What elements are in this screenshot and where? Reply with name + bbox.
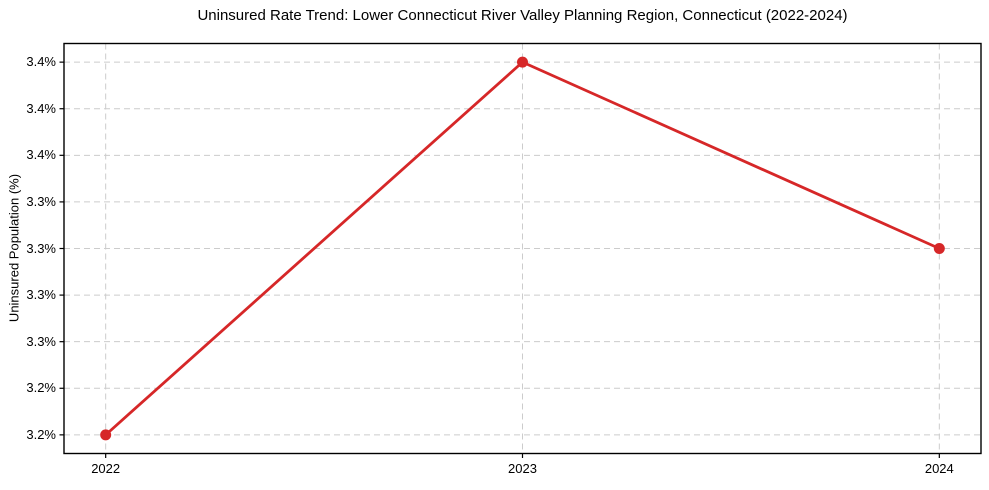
y-tick-label: 3.3% bbox=[26, 287, 56, 303]
chart-title: Uninsured Rate Trend: Lower Connecticut … bbox=[197, 7, 848, 24]
data-point bbox=[100, 429, 112, 441]
data-point bbox=[517, 56, 528, 68]
y-tick-label: 3.4% bbox=[26, 100, 56, 116]
y-tick-label: 3.4% bbox=[26, 147, 56, 163]
x-tick-label: 2024 bbox=[924, 461, 954, 476]
y-tick-label: 3.2% bbox=[26, 380, 56, 396]
y-tick-label: 3.2% bbox=[26, 426, 56, 442]
y-tick-label: 3.4% bbox=[26, 54, 56, 70]
y-tick-label: 3.3% bbox=[26, 193, 56, 209]
x-tick-label: 2022 bbox=[91, 461, 121, 476]
x-tick-label: 2023 bbox=[508, 461, 537, 476]
data-point bbox=[933, 243, 945, 254]
y-tick-label: 3.3% bbox=[26, 240, 56, 256]
y-tick-label: 3.3% bbox=[26, 333, 56, 349]
